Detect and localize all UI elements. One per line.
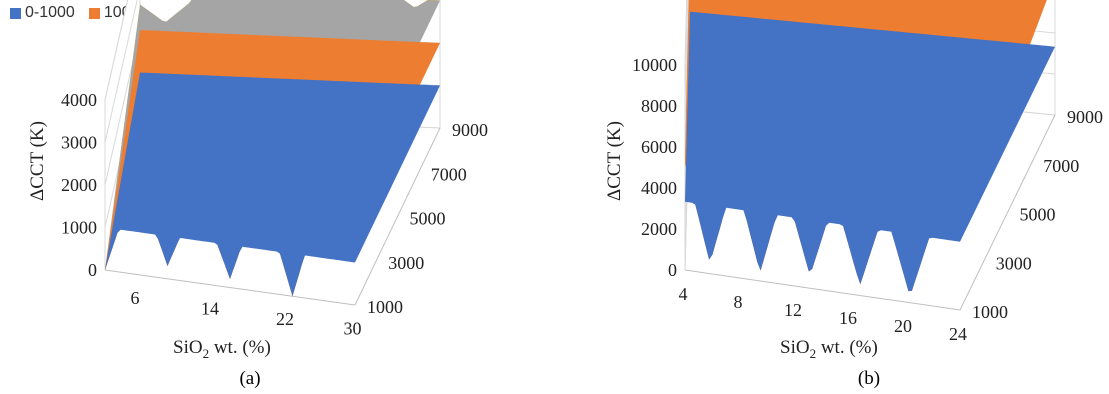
z-axis-title: ΔCCT (K) [27,121,48,201]
x-tick-label: 30 [344,319,362,339]
x-axis-title-rest: wt. (%) [816,337,878,358]
z-tick-label: 4000 [61,90,97,110]
legend-swatch [10,7,21,19]
z-tick-label: 4000 [641,178,677,198]
z-tick-label: 8000 [641,96,677,116]
surface-band-0-2000 [685,11,1055,292]
x-tick-label: 16 [839,308,857,328]
y-tick-label: 5000 [1020,205,1056,225]
x-axis-title-main: SiO [173,337,203,358]
x-tick-label: 4 [679,284,688,304]
x-tick-label: 24 [949,324,967,344]
z-tick-label: 2000 [641,219,677,239]
x-axis-title-sub: 2 [202,345,210,361]
z-gridline [104,0,129,101]
x-tick-label: 6 [131,288,140,308]
y-tick-label: 3000 [996,253,1032,273]
z-tick-label: 0 [88,260,97,280]
z-tick-label: 1000 [61,218,97,238]
x-tick-label: 20 [894,316,912,336]
surface-band-0-1000 [105,72,440,297]
y-tick-label: 7000 [431,164,467,184]
z-tick-label: 0 [668,260,677,280]
chart-panel-a: 0-1000 1000-2000 2000-3000 3000-4000 010… [10,0,488,389]
x-tick-label: 8 [734,292,743,312]
y-axis-line [354,127,441,306]
y-tick-label: 7000 [1043,156,1079,176]
z-gridline [684,0,688,66]
x-tick-label: 14 [201,299,219,319]
panel-caption: (a) [239,368,261,389]
legend-label: 0-1000 [25,4,75,21]
y-tick-label: 5000 [410,209,446,229]
x-axis-title-main: SiO [780,337,810,358]
z-tick-label: 2000 [61,175,97,195]
legend-swatch [88,7,100,19]
legend-item: 0-1000 [10,4,75,22]
x-axis-line [684,269,961,311]
chart-panel-b: 0-2000 2000-4000 4000-6000 0200040006000… [555,0,1109,394]
panel-caption: (b) [857,368,881,389]
z-axis-title: ΔCCT (K) [604,121,625,201]
z-tick-label: 6000 [641,137,677,157]
z-gridline [684,0,689,107]
z-tick-label: 3000 [61,133,97,153]
x-axis-title: SiO2 wt. (%) [780,337,878,362]
y-tick-label: 1000 [367,297,403,317]
x-tick-label: 12 [784,300,802,320]
y-tick-label: 3000 [388,253,424,273]
x-axis-title-sub: 2 [809,345,817,361]
y-tick-label: 9000 [452,120,488,140]
y-tick-label: 1000 [972,302,1008,322]
x-axis-title: SiO2 wt. (%) [173,337,271,362]
x-axis-line [104,269,356,306]
z-tick-label: 10000 [632,55,677,75]
y-tick-label: 9000 [1067,107,1103,127]
z-gridline [104,0,138,143]
x-tick-label: 22 [276,309,294,329]
y-axis-line [959,114,1056,311]
x-axis-title-rest: wt. (%) [209,337,271,358]
